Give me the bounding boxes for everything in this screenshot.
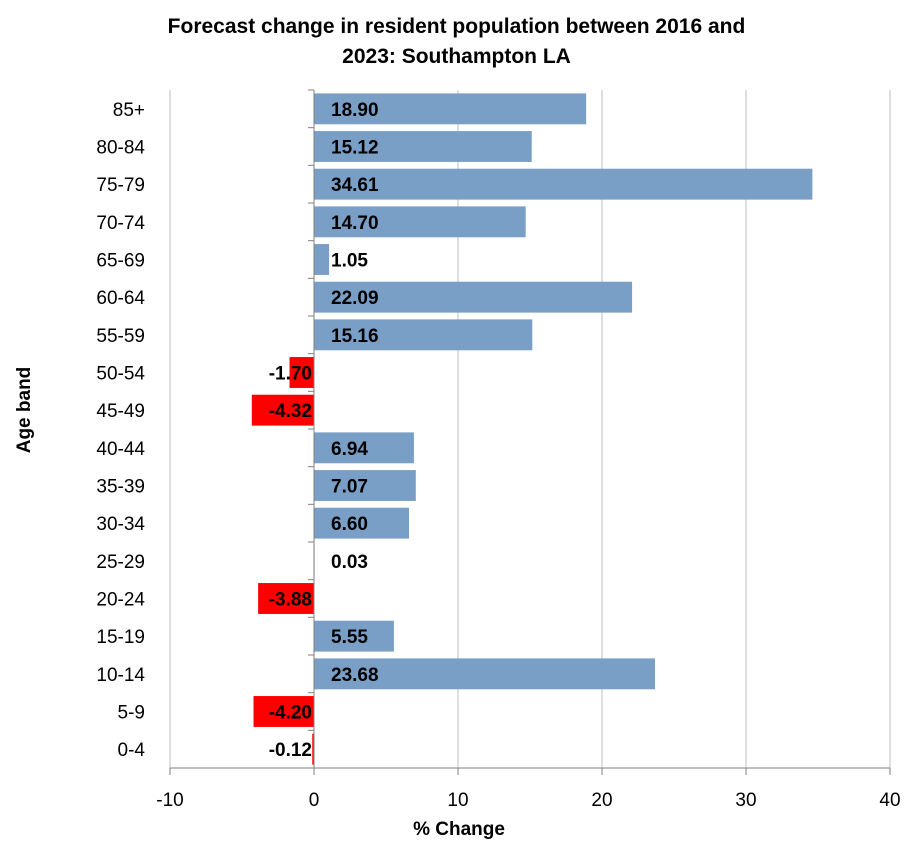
bar [314,93,587,125]
bar [314,319,533,351]
data-label: -4.20 [269,703,312,724]
data-label: 14.70 [331,213,379,234]
bar [251,394,314,426]
data-label: 23.68 [331,665,379,686]
y-tick-label: 15-19 [96,627,145,648]
y-tick-label: 40-44 [96,439,145,460]
bar [314,620,394,652]
bar [314,281,633,313]
data-label: 15.12 [331,138,379,159]
data-label: 15.16 [331,326,379,347]
data-label: -1.70 [269,364,312,385]
y-tick-label: 20-24 [96,590,145,611]
bar [253,696,314,727]
bar [314,168,813,200]
data-label: 6.60 [331,514,368,535]
y-tick-label: 60-64 [96,288,145,309]
bar [314,507,410,539]
y-tick-label: 5-9 [118,703,145,724]
x-tick-label: -10 [156,790,183,811]
labels: -10 0 10 20 30 40 85+ 18.90 80-84 15.12 75-79 34.61… [96,100,900,811]
data-label: 18.90 [331,100,379,121]
y-tick-label: 85+ [113,100,145,121]
x-tick-label: 30 [735,790,756,811]
y-tick-label: 30-34 [96,514,145,535]
data-label: 6.94 [331,439,368,460]
bar [314,432,414,464]
y-axis-title: Age band [14,367,35,454]
y-tick-label: 75-79 [96,175,145,196]
y-tick-label: 0-4 [118,740,146,761]
axes [169,89,891,775]
x-tick-label: 20 [591,790,612,811]
y-tick-label: 45-49 [96,401,145,422]
data-label: 5.55 [331,627,368,648]
x-tick-label: 10 [447,790,468,811]
x-axis-title: % Change [413,819,505,840]
bar [314,244,330,275]
x-tick-label: 0 [309,790,320,811]
y-tick-label: 10-14 [96,665,145,686]
bar [314,206,526,238]
y-tick-label: 25-29 [96,552,145,573]
y-tick-label: 55-59 [96,326,145,347]
chart-title-line-2: 2023: Southampton LA [342,45,571,68]
y-tick-label: 50-54 [96,364,145,385]
bars [251,93,813,765]
bar [314,658,655,690]
chart-title-line-1: Forecast change in resident population b… [167,15,746,38]
y-tick-label: 80-84 [96,138,145,159]
bar [314,470,416,501]
data-label: 1.05 [331,251,368,272]
bar [312,733,314,765]
data-label: -4.32 [269,401,312,422]
data-label: 7.07 [331,477,368,498]
data-label: 22.09 [331,288,379,309]
y-tick-label: 65-69 [96,251,145,272]
gridlines [169,90,891,768]
data-label: 0.03 [331,552,368,573]
bar [289,357,314,388]
y-tick-label: 35-39 [96,477,145,498]
bar [314,131,532,162]
bar [258,583,314,614]
y-tick-label: 70-74 [96,213,145,234]
data-label: -3.88 [269,590,312,611]
x-tick-label: 40 [879,790,900,811]
data-label: -0.12 [269,740,312,761]
data-label: 34.61 [331,175,379,196]
